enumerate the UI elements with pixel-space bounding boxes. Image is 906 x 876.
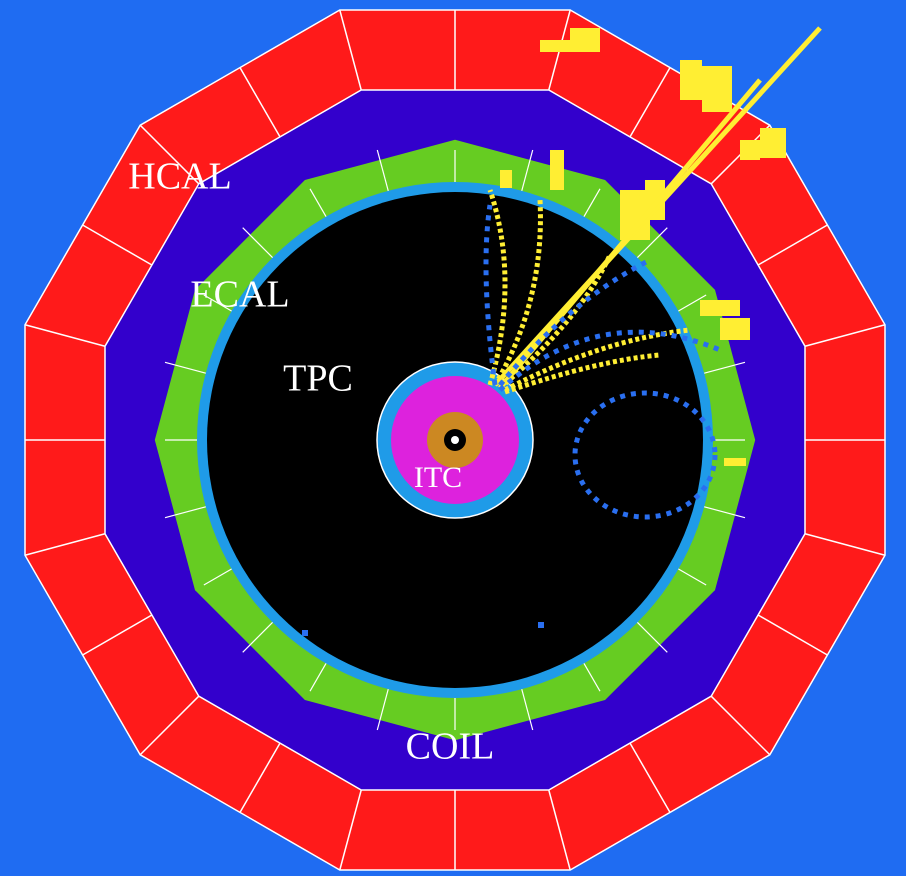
hcal-division [757,224,828,266]
ecal-division [164,361,211,375]
detector [24,9,886,871]
tpc-label: TPC [283,358,353,400]
hcal-division [239,67,281,138]
ecal-label: ECAL [190,274,289,316]
hit [538,622,544,628]
ecal-division [242,227,277,262]
hit [302,630,308,636]
looper [572,390,718,520]
event-hits [302,26,822,636]
deposit [570,28,600,52]
hcal-division [804,324,886,347]
hcal-division [629,742,671,813]
deposit [720,318,750,340]
hit-trail [498,257,652,387]
deposit [724,458,746,466]
deposit [500,170,512,188]
hcal-label: HCAL [128,156,231,198]
track [493,26,822,387]
hcal-division [629,67,671,138]
calorimeter-deposits [500,28,786,466]
deposit [760,128,786,158]
itc-label: ITC [414,461,462,494]
ecal-division [376,684,390,731]
hcal-division [339,9,362,91]
ecal-division [164,505,211,519]
hcal-division [24,533,106,556]
ecal-division [699,361,746,375]
hcal-division [757,614,828,656]
deposit [740,140,760,160]
ecal-division [633,227,668,262]
ecal-division [376,149,390,196]
hcal-division [710,695,771,756]
ecal-division [520,684,534,731]
tpc-hits [483,204,721,520]
deposit [550,150,564,190]
hcal-division [239,742,281,813]
track [492,199,543,387]
hcal-division [339,789,362,871]
vertex [451,436,459,444]
hcal-division [139,124,200,185]
coil-label: COIL [406,726,495,768]
track [504,352,661,395]
ecal-division [520,149,534,196]
deposit [680,60,702,100]
hcal-division [804,533,886,556]
ecal-division [242,618,277,653]
ecal-division [633,618,668,653]
track [498,78,762,390]
hcal-division [548,789,571,871]
deposit [702,66,732,112]
deposit [700,300,740,316]
hcal-division [24,324,106,347]
hit-trail [483,204,498,386]
charged-tracks [487,26,822,395]
hcal-division [82,224,153,266]
deposit [540,40,570,52]
hcal-division [139,695,200,756]
ecal-division [699,505,746,519]
hcal-division [82,614,153,656]
